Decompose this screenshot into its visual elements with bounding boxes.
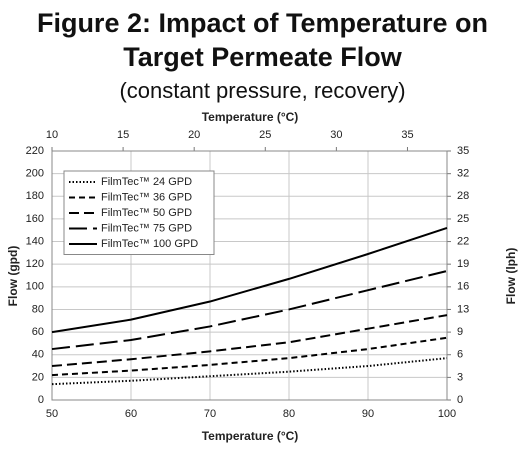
y2-tick-label: 25 [457,213,469,225]
x-axis-title: Temperature (°C) [202,429,299,443]
x2-tick-label: 15 [117,129,129,141]
y2-tick-label: 13 [457,303,469,315]
legend-label: FilmTec™ 36 GPD [101,191,192,203]
y-tick-label: 60 [32,326,44,338]
y2-tick-label: 22 [457,235,469,247]
y-tick-label: 180 [26,190,44,202]
y-tick-label: 80 [32,303,44,315]
y2-tick-label: 19 [457,258,469,270]
x-tick-label: 100 [438,408,456,420]
y-tick-label: 40 [32,349,44,361]
y2-tick-label: 32 [457,168,469,180]
x-tick-label: 70 [204,408,216,420]
series-line [51,314,448,368]
y-tick-label: 140 [26,235,44,247]
x2-tick-label: 35 [401,129,413,141]
x2-tick-label: 30 [330,129,342,141]
series-line [51,357,448,386]
y2-tick-label: 3 [457,371,463,383]
y2-tick-label: 9 [457,326,463,338]
y-axis-title: Flow (gpd) [6,246,20,307]
y2-tick-label: 28 [457,190,469,202]
chart-subtitle: (constant pressure, recovery) [119,78,406,103]
x2-tick-label: 10 [46,129,58,141]
series-line [51,270,448,351]
x-tick-label: 50 [46,408,58,420]
y-tick-label: 0 [38,394,44,406]
y2-tick-label: 16 [457,281,469,293]
x2-axis-title: Temperature (°C) [202,110,299,124]
plot-border [51,150,448,401]
legend-label: FilmTec™ 24 GPD [101,176,192,188]
legend-label: FilmTec™ 100 GPD [101,238,198,250]
chart-title: Figure 2: Impact of Temperature on Targe… [36,8,489,72]
y-tick-label: 160 [26,213,44,225]
y-tick-label: 120 [26,258,44,270]
x-tick-label: 90 [362,408,374,420]
y-tick-label: 20 [32,371,44,383]
series-line [51,227,448,334]
y2-tick-label: 35 [457,145,469,157]
y2-axis-title: Flow (lph) [504,248,518,305]
x2-tick-label: 20 [188,129,200,141]
legend-label: FilmTec™ 50 GPD [101,207,192,219]
x-tick-label: 80 [283,408,295,420]
x2-tick-label: 25 [259,129,271,141]
y-tick-label: 100 [26,281,44,293]
y-tick-label: 220 [26,145,44,157]
x-tick-label: 60 [125,408,137,420]
legend-label: FilmTec™ 75 GPD [101,222,192,234]
y2-tick-label: 6 [457,349,463,361]
y-tick-label: 200 [26,168,44,180]
y2-tick-label: 0 [457,394,463,406]
series-line [51,336,448,377]
